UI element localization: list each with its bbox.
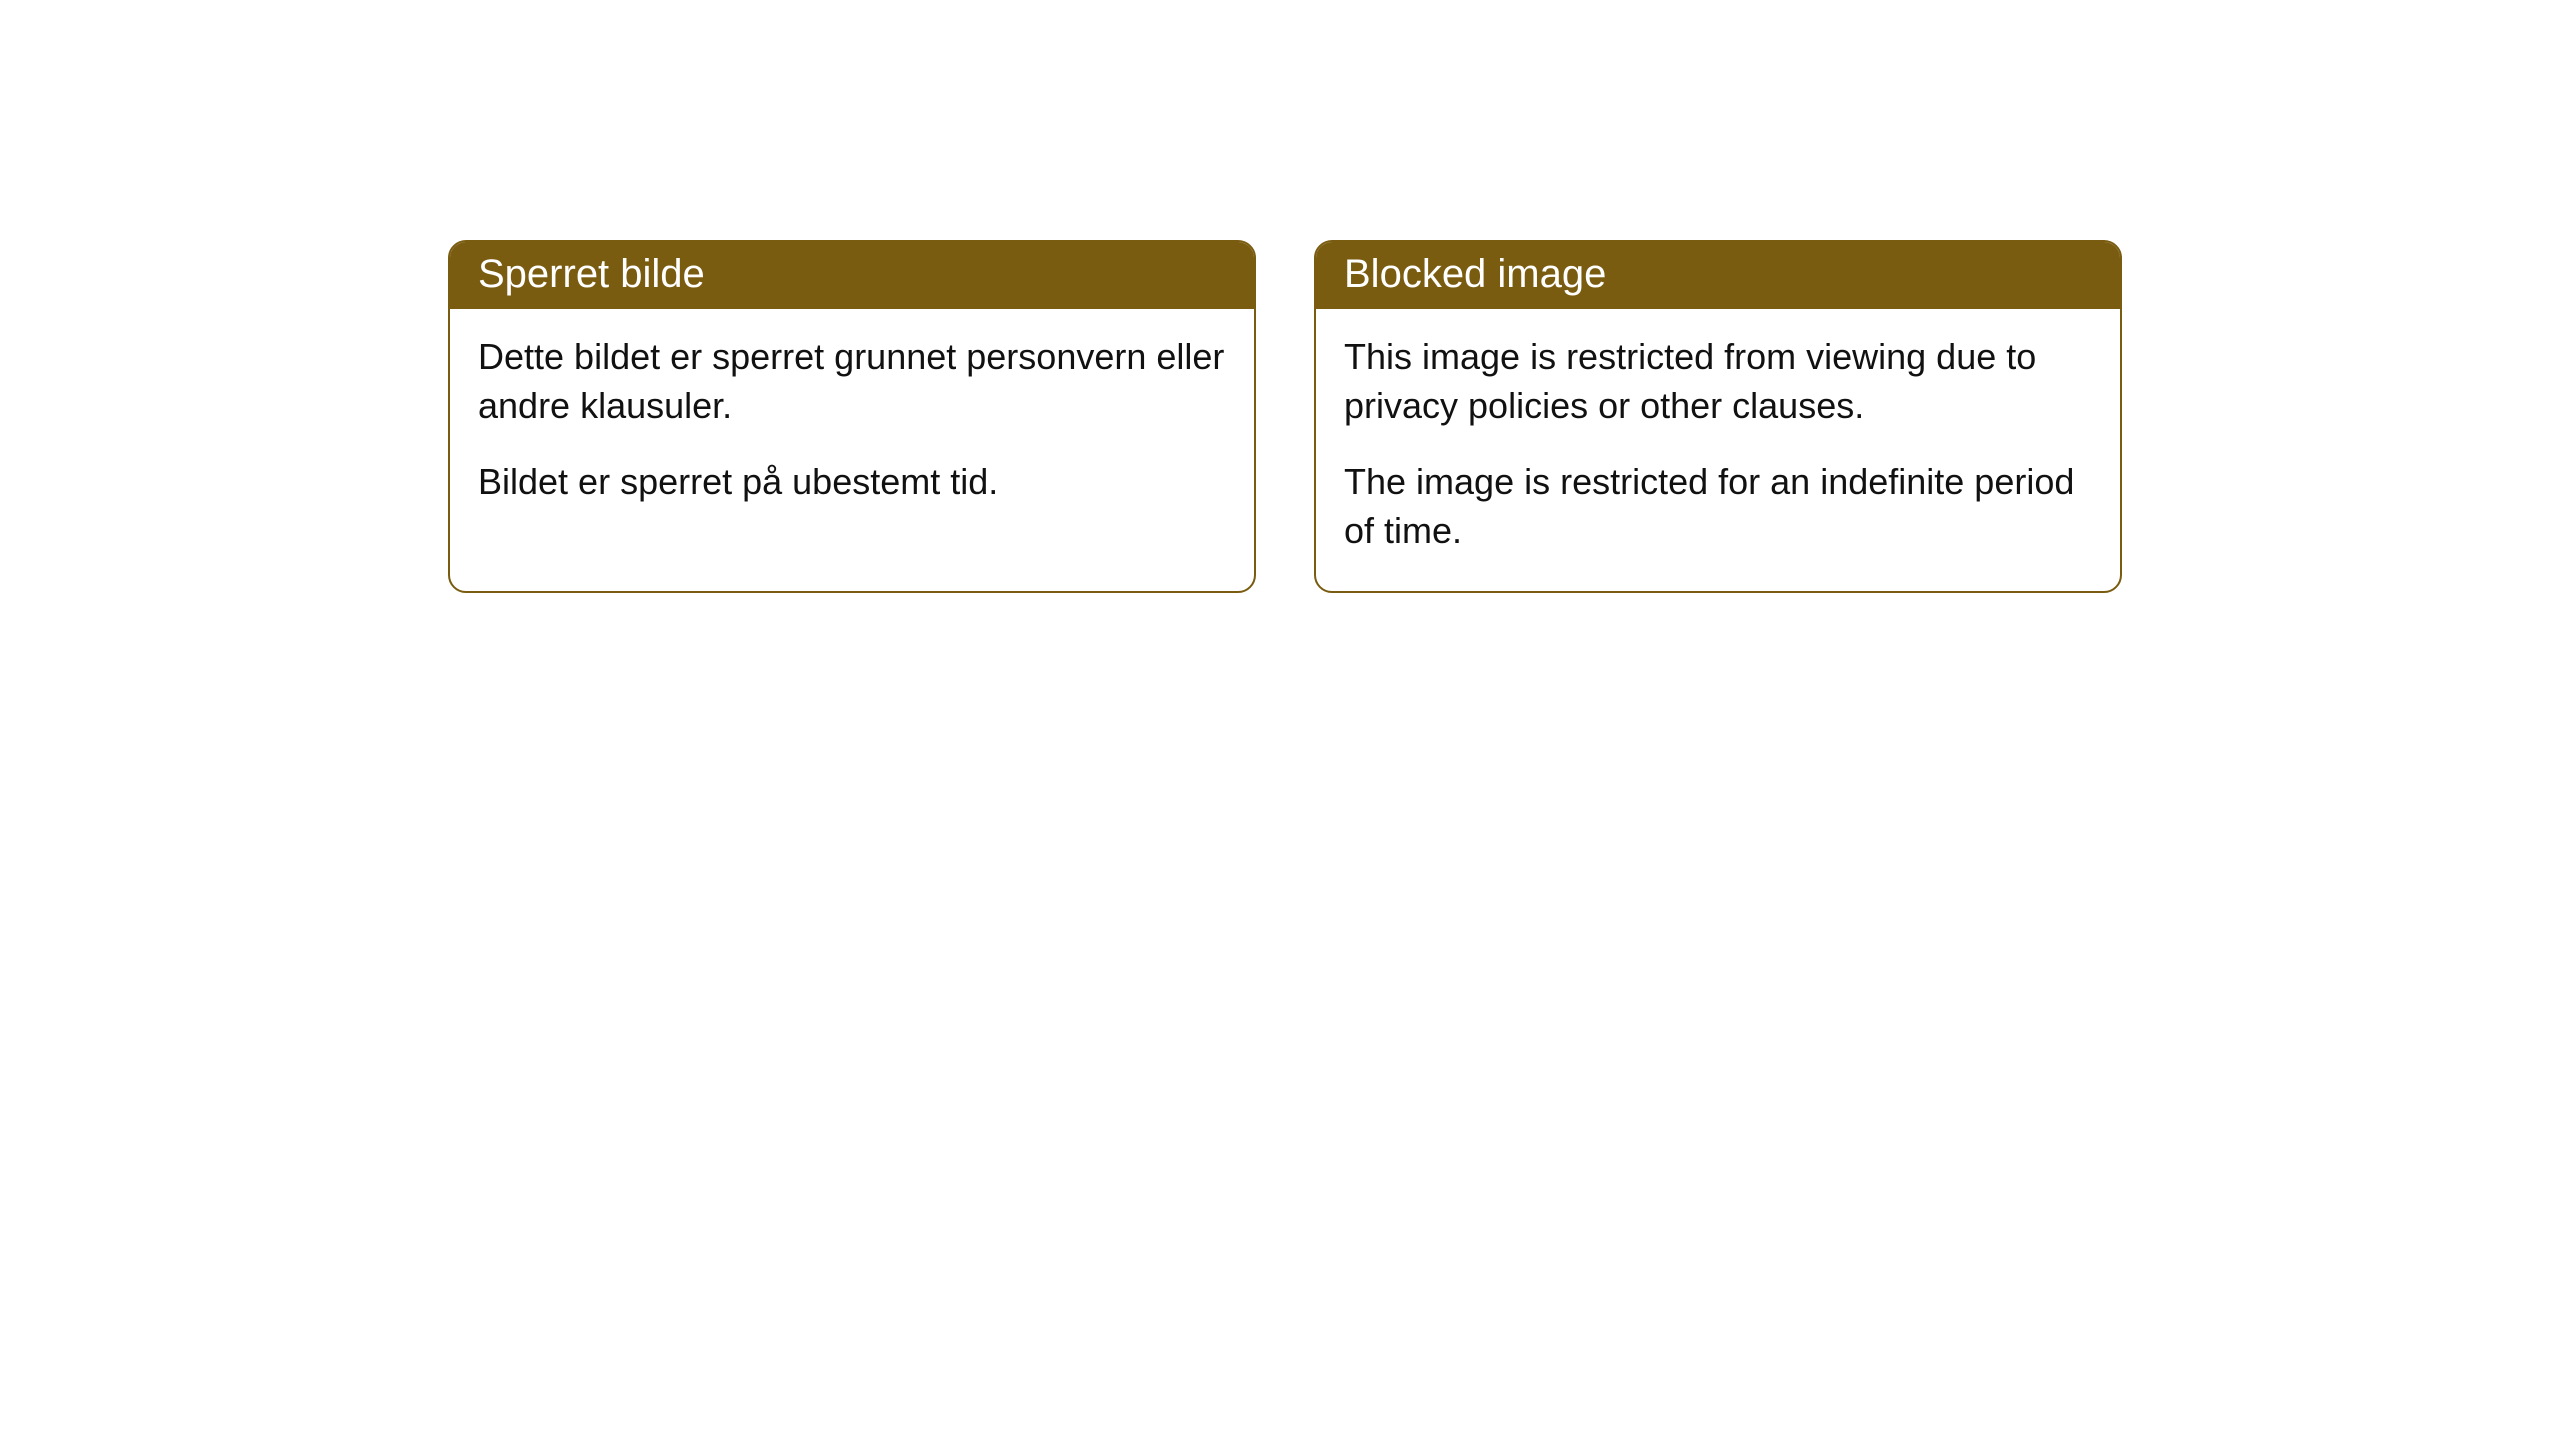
card-paragraph: Bildet er sperret på ubestemt tid.	[478, 458, 1226, 507]
blocked-image-card-en: Blocked image This image is restricted f…	[1314, 240, 2122, 593]
cards-container: Sperret bilde Dette bildet er sperret gr…	[0, 0, 2560, 593]
card-paragraph: This image is restricted from viewing du…	[1344, 333, 2092, 430]
card-body: Dette bildet er sperret grunnet personve…	[450, 309, 1254, 543]
card-paragraph: Dette bildet er sperret grunnet personve…	[478, 333, 1226, 430]
card-paragraph: The image is restricted for an indefinit…	[1344, 458, 2092, 555]
card-body: This image is restricted from viewing du…	[1316, 309, 2120, 591]
card-title: Sperret bilde	[450, 242, 1254, 309]
blocked-image-card-no: Sperret bilde Dette bildet er sperret gr…	[448, 240, 1256, 593]
card-title: Blocked image	[1316, 242, 2120, 309]
